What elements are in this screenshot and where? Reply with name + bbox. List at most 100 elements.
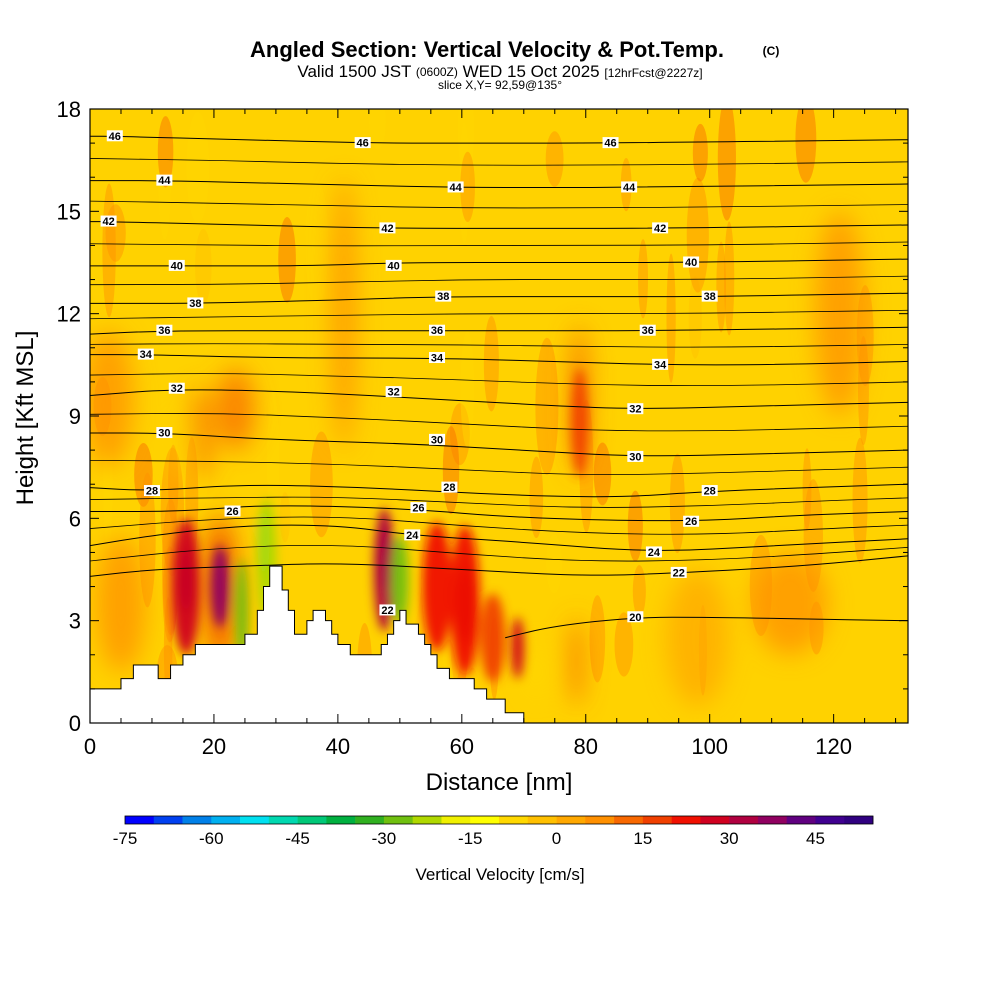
x-tick-label: 60 [450,734,474,759]
velocity-streak [724,221,735,336]
contour-label: 38 [187,297,204,310]
colorbar-tick-label: 30 [720,829,739,848]
colorbar-swatch [383,816,413,824]
contour-label-text: 34 [431,353,444,365]
contour-label-box [137,348,154,360]
velocity-streak [795,109,817,183]
contour-label-box [385,259,402,271]
velocity-streak [168,444,179,525]
colorbar-swatch [614,816,644,824]
contour-label-box [429,324,446,336]
x-tick-label: 120 [815,734,852,759]
velocity-streak [369,109,386,150]
slice-label: slice X,Y= 92,59@135° [438,78,562,92]
y-tick-label: 15 [57,199,81,224]
contour-label: 34 [652,358,669,371]
velocity-streak [305,180,329,309]
contour-label-text: 46 [604,138,616,150]
contour-label-box [187,297,204,309]
velocity-cell [450,525,480,676]
contour-label-box [379,222,396,234]
contour-label: 38 [701,290,718,303]
contour-label: 28 [441,481,458,494]
contour-label: 28 [701,485,718,498]
contour-label: 26 [224,505,241,518]
contour-label-text: 46 [357,138,369,150]
velocity-streak [669,453,685,554]
utc-time: (0600Z) [416,65,458,79]
velocity-streak [278,217,296,303]
contour-label: 20 [627,611,644,624]
contour-label-text: 20 [629,612,641,624]
contour-label: 42 [100,215,117,228]
contour-label: 40 [385,259,402,272]
colorbar-swatch [211,816,241,824]
contour-label-box [701,485,718,497]
contour-label: 36 [156,324,173,337]
contour-label-text: 26 [685,516,697,528]
velocity-streak [593,442,612,506]
contour-label-box [683,256,700,268]
colorbar-swatch [268,816,298,824]
contour-label: 40 [168,259,185,272]
x-tick-label: 20 [202,734,226,759]
contour-label-text: 28 [146,486,158,498]
contour-label-text: 22 [381,605,393,617]
contour-label-box [100,215,117,227]
colorbar-label: Vertical Velocity [cm/s] [415,865,584,884]
y-tick-label: 3 [69,609,81,634]
contour-label-text: 32 [388,387,400,399]
velocity-streak [545,131,564,187]
colorbar-swatch [757,816,787,824]
chart-title: Angled Section: Vertical Velocity & Pot.… [250,37,724,62]
velocity-streak [157,116,174,188]
colorbar-frame [124,815,874,825]
velocity-field [171,368,588,683]
contour-label-text: 34 [654,359,667,371]
velocity-cell [569,617,584,706]
colorbar: -75 -60 -45 -30 -15 0 15 30 45 [113,815,874,848]
contour-label-box [410,502,427,514]
contour-label-box [652,222,669,234]
contour-label: 34 [137,348,154,361]
contour-label-text: 42 [102,216,114,228]
contour-label-box [602,137,619,149]
contour-label: 32 [385,386,402,399]
velocity-streak [546,534,562,594]
contour-label: 26 [683,515,700,528]
contour-label-text: 30 [431,434,443,446]
y-tick-label: 9 [69,404,81,429]
contour-label-text: 44 [449,182,462,194]
colorbar-swatch [441,816,471,824]
valid-time: Valid 1500 JST [297,62,411,81]
colorbar-tick-label: 45 [806,829,825,848]
contour-label-text: 24 [406,530,419,542]
velocity-streak [716,241,726,333]
velocity-streak [195,228,212,305]
contour-label: 46 [106,130,123,143]
contour-label-box [652,358,669,370]
contour-label-text: 42 [654,223,666,235]
contour-label-box [683,515,700,527]
contour-label: 34 [429,352,446,365]
isentrope-minor [90,544,908,562]
x-axis: 0 20 40 60 80 100 120 [84,109,897,759]
velocity-streak [266,392,280,529]
contour-label: 30 [156,427,173,440]
colorbar-swatch [700,816,730,824]
velocity-streak [852,437,868,564]
x-tick-label: 100 [691,734,728,759]
contour-label-box [156,427,173,439]
velocity-streak [460,331,475,448]
contour-label: 36 [429,324,446,337]
velocity-cell [815,211,865,416]
colorbar-tick-label: 0 [552,829,561,848]
velocity-cell [666,569,729,706]
colorbar-swatch [527,816,557,824]
velocity-cell [191,385,212,481]
velocity-streak [802,448,812,530]
chart-subtitle: Valid 1500 JST (0600Z) WED 15 Oct 2025 [… [297,61,702,81]
copyright-mark: (C) [763,44,780,58]
contour-label-box [429,352,446,364]
